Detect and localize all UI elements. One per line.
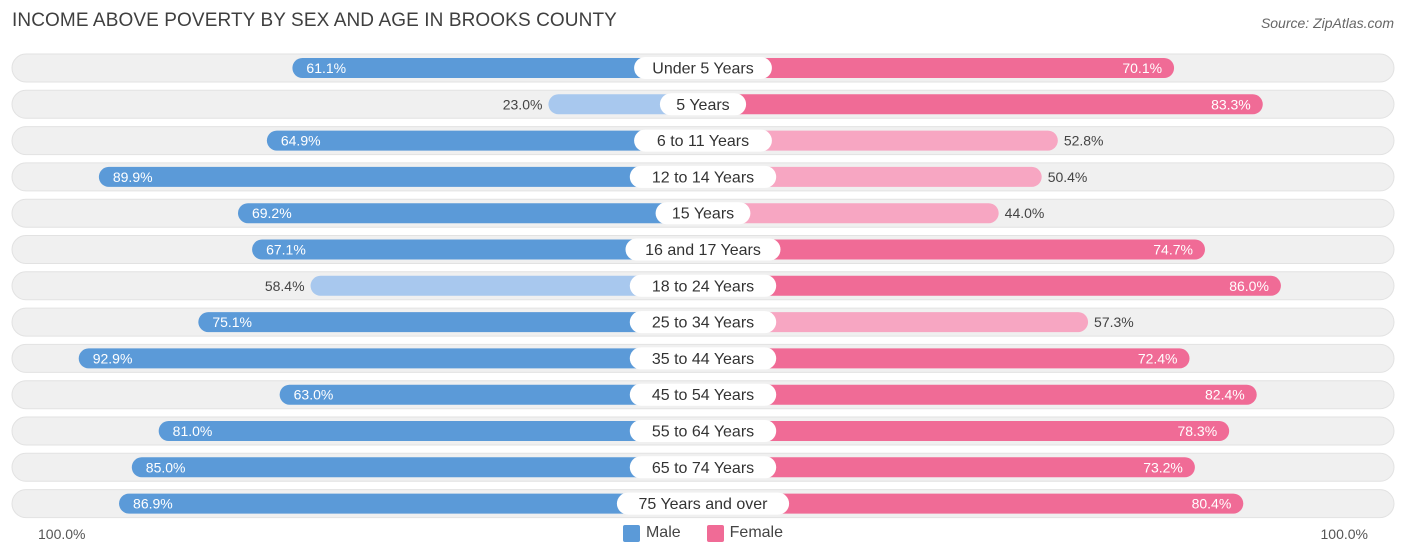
male-value-label: 92.9% (93, 350, 133, 366)
male-value-label: 64.9% (281, 133, 321, 149)
category-label: 35 to 44 Years (652, 351, 754, 368)
category-pill (655, 202, 751, 225)
category-label: 5 Years (676, 97, 729, 114)
male-value-label: 61.1% (306, 60, 346, 76)
category-pill (629, 383, 777, 406)
category-label: 75 Years and over (639, 496, 769, 513)
female-bar (703, 94, 1263, 115)
female-bar (703, 348, 1190, 369)
category-pill (634, 129, 772, 152)
male-value-label: 75.1% (212, 314, 252, 330)
category-label: 45 to 54 Years (652, 387, 754, 404)
male-value-label: 89.9% (113, 169, 153, 185)
female-value-label: 73.2% (1143, 459, 1183, 475)
legend-label-male: Male (645, 524, 681, 541)
female-value-label: 44.0% (1005, 205, 1045, 221)
female-bar (703, 58, 1175, 78)
legend: Male Female (0, 524, 1406, 542)
legend-label-female: Female (729, 524, 784, 541)
male-bar (98, 166, 703, 187)
male-value-label: 85.0% (146, 459, 186, 475)
category-label: 12 to 14 Years (652, 169, 754, 186)
category-pill (629, 420, 777, 442)
chart-title: INCOME ABOVE POVERTY BY SEX AND AGE IN B… (12, 10, 617, 31)
category-label: 15 Years (672, 206, 734, 223)
legend-item-female: Female (706, 524, 784, 542)
male-bar (237, 203, 703, 224)
male-bar (266, 130, 703, 151)
female-value-label: 72.4% (1138, 350, 1178, 366)
female-value-label: 50.4% (1048, 169, 1088, 185)
category-pill (659, 93, 747, 116)
male-bar (252, 239, 703, 260)
male-value-label: 58.4% (265, 278, 305, 294)
legend-item-male: Male (622, 524, 681, 542)
male-value-label: 86.9% (133, 496, 173, 512)
female-value-label: 74.7% (1153, 242, 1193, 258)
legend-swatch-male (622, 524, 640, 542)
male-value-label: 63.0% (294, 387, 334, 403)
male-bar (131, 457, 704, 478)
category-label: 18 to 24 Years (652, 278, 754, 295)
category-pill (629, 347, 777, 370)
male-value-label: 67.1% (266, 242, 306, 258)
category-label: Under 5 Years (652, 61, 753, 78)
female-value-label: 70.1% (1122, 60, 1162, 76)
category-pill (629, 456, 777, 479)
female-bar (703, 239, 1205, 260)
female-bar (703, 493, 1244, 514)
female-value-label: 78.3% (1177, 423, 1217, 439)
legend-swatch-female (706, 524, 724, 542)
category-label: 25 to 34 Years (652, 315, 754, 332)
female-bar (703, 312, 1089, 333)
axis-right-label: 100.0% (1320, 526, 1368, 542)
female-bar (703, 275, 1281, 296)
female-value-label: 82.4% (1205, 387, 1245, 403)
male-bar (78, 348, 704, 369)
male-value-label: 23.0% (503, 96, 543, 112)
male-bar (292, 58, 703, 78)
female-bar (703, 166, 1042, 187)
female-bar (703, 457, 1195, 478)
axis-left-label: 100.0% (38, 526, 86, 542)
source-label: Source: ZipAtlas.com (1260, 15, 1394, 31)
female-bar (703, 421, 1230, 441)
female-value-label: 57.3% (1094, 314, 1134, 330)
male-bar (279, 384, 703, 405)
female-bar (703, 130, 1058, 151)
female-value-label: 80.4% (1192, 496, 1232, 512)
female-bar (703, 384, 1257, 405)
category-label: 6 to 11 Years (657, 133, 749, 150)
category-pill (634, 57, 772, 79)
male-bar (198, 312, 703, 333)
female-bar (703, 203, 999, 224)
female-value-label: 86.0% (1229, 278, 1269, 294)
category-pill (629, 311, 777, 334)
category-label: 65 to 74 Years (652, 460, 754, 477)
category-pill (629, 274, 777, 297)
male-bar (158, 421, 703, 441)
category-pill (616, 492, 790, 515)
female-value-label: 52.8% (1064, 133, 1104, 149)
category-pill (629, 165, 777, 188)
male-value-label: 69.2% (252, 205, 292, 221)
male-value-label: 81.0% (173, 423, 213, 439)
category-label: 55 to 64 Years (652, 424, 754, 441)
category-pill (625, 238, 781, 261)
male-bar (119, 493, 704, 514)
male-bar (310, 275, 703, 296)
female-value-label: 83.3% (1211, 96, 1251, 112)
category-label: 16 and 17 Years (645, 242, 761, 259)
